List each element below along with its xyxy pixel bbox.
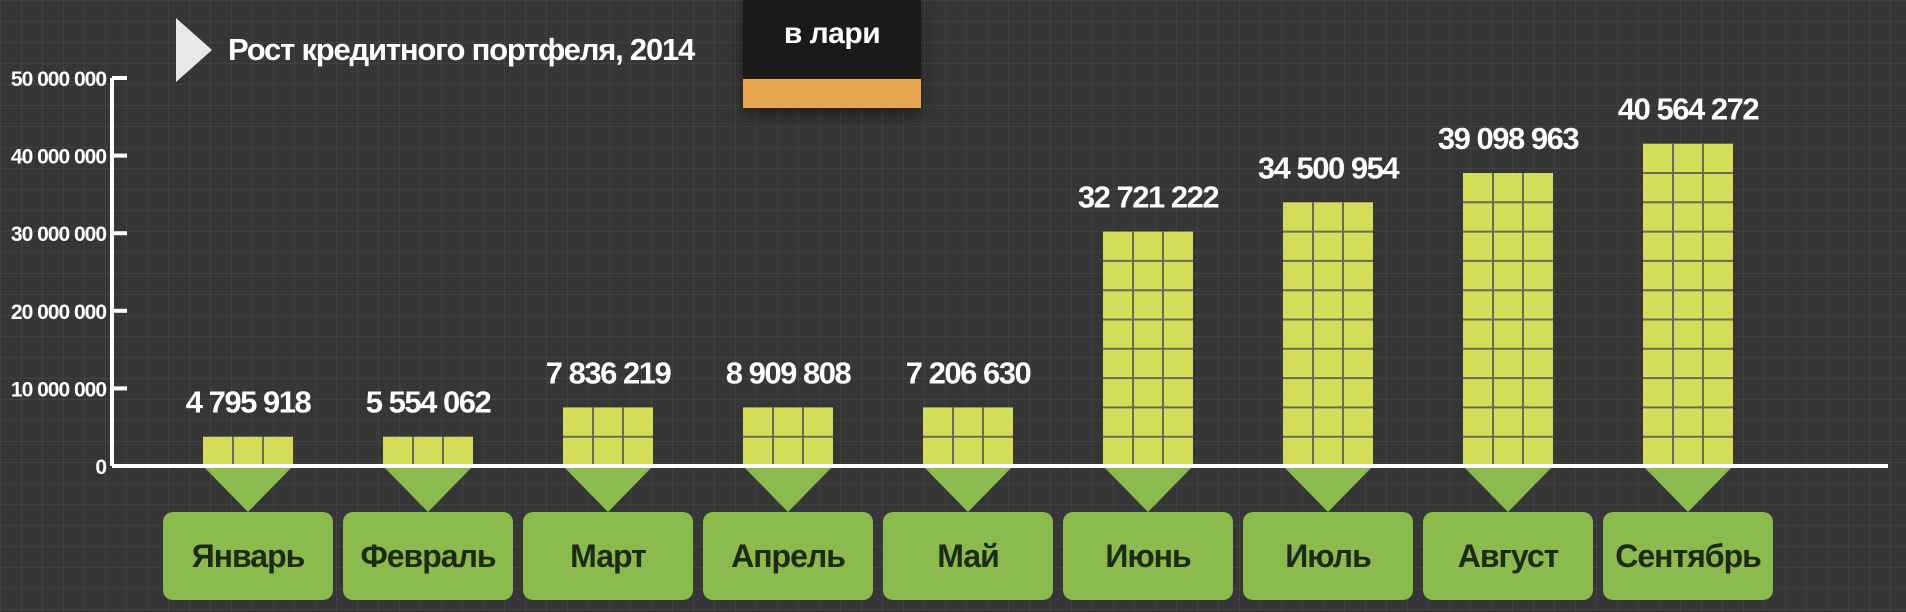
value-label: 7 206 630 xyxy=(906,355,1031,390)
y-tick-label: 50 000 000 xyxy=(11,68,106,91)
value-label: 8 909 808 xyxy=(726,355,852,390)
value-label: 5 554 062 xyxy=(366,385,491,420)
month-label: Март xyxy=(523,512,693,600)
bar xyxy=(1463,173,1553,466)
pointer-triangle xyxy=(1103,466,1193,512)
month-label: Август xyxy=(1423,512,1593,600)
month-label: Июль xyxy=(1243,512,1413,600)
pointer-triangle xyxy=(1283,466,1373,512)
value-label: 4 795 918 xyxy=(186,385,312,420)
y-tick-label: 40 000 000 xyxy=(11,146,106,169)
legend-label: в лари xyxy=(743,0,921,79)
value-label: 7 836 219 xyxy=(546,355,672,390)
bar xyxy=(563,407,653,466)
bar xyxy=(923,407,1013,466)
month-label: Февраль xyxy=(343,512,513,600)
pointer-triangle xyxy=(923,466,1013,512)
y-tick-label: 30 000 000 xyxy=(11,223,106,246)
legend-swatch xyxy=(743,79,921,108)
bar-fill xyxy=(1283,202,1373,467)
bar-fill xyxy=(383,436,473,466)
y-tick-label: 10 000 000 xyxy=(11,378,106,401)
value-label: 40 564 272 xyxy=(1618,92,1758,127)
pointer-triangle xyxy=(743,466,833,512)
month-label: Апрель xyxy=(703,512,873,600)
chart-title-text: Рост кредитного портфеля, 2014 xyxy=(228,32,695,67)
pointer-triangle xyxy=(1463,466,1553,512)
bar xyxy=(383,436,473,466)
month-label: Июнь xyxy=(1063,512,1233,600)
month-label: Май xyxy=(883,512,1053,600)
value-label: 32 721 222 xyxy=(1078,180,1218,215)
pointer-triangle xyxy=(563,466,653,512)
pointer-triangle xyxy=(383,466,473,512)
pointer-triangle xyxy=(203,466,293,512)
legend: в лари xyxy=(743,0,921,108)
month-label: Сентябрь xyxy=(1603,512,1773,600)
bar xyxy=(743,407,833,466)
play-arrow-icon xyxy=(176,18,212,82)
value-label: 34 500 954 xyxy=(1258,150,1400,185)
bar xyxy=(1283,202,1373,467)
value-label: 39 098 963 xyxy=(1438,121,1579,156)
y-tick-label: 20 000 000 xyxy=(11,301,106,324)
pointer-triangle xyxy=(1643,466,1733,512)
bar xyxy=(1643,143,1733,466)
month-label: Январь xyxy=(163,512,333,600)
bar xyxy=(1103,231,1193,466)
bar-fill xyxy=(1643,143,1733,466)
bar-fill xyxy=(203,436,293,466)
y-tick-label: 0 xyxy=(95,456,106,479)
bar xyxy=(203,436,293,466)
